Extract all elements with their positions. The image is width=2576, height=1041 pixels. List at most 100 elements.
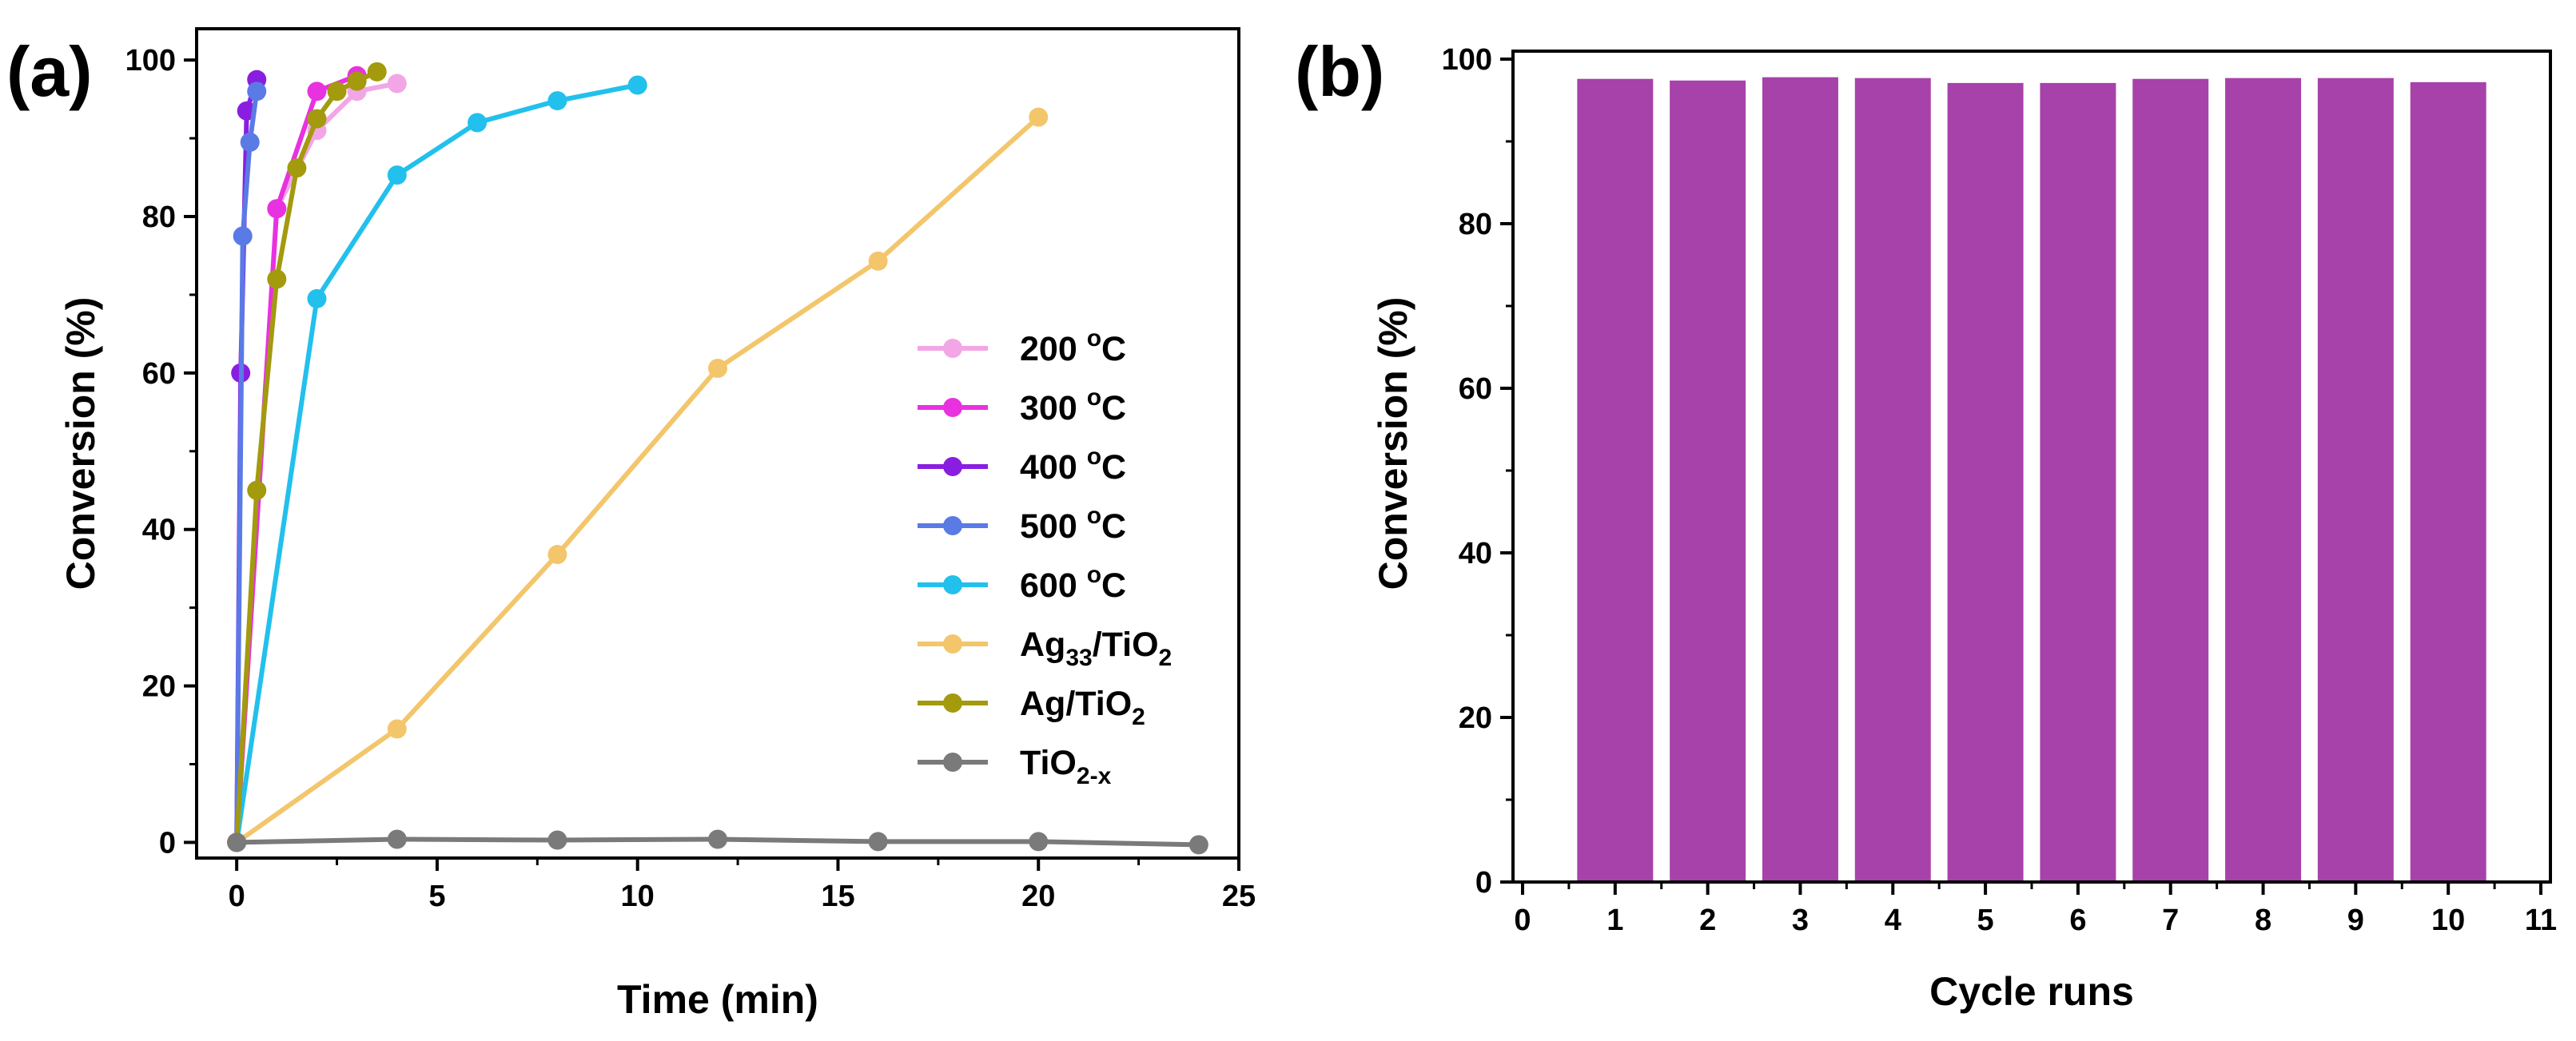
data-point (307, 81, 327, 101)
y-tick-label: 40 (142, 514, 176, 547)
data-point (367, 62, 387, 81)
data-point (267, 199, 287, 219)
panel-b-bar-chart: (b) 0 1 2 3 4 5 6 7 8 9 10 11 0 20 40 60 80 100 Cycle run… (1295, 32, 2557, 1014)
legend-swatch-marker (943, 575, 962, 594)
panel-a-x-axis-title: Time (min) (617, 977, 818, 1022)
series-line (234, 70, 378, 843)
data-point (868, 832, 888, 852)
data-point (347, 71, 367, 91)
legend-label: 300 oC (1020, 384, 1126, 427)
series-line (234, 90, 260, 843)
data-point (547, 545, 567, 565)
data-point (327, 81, 347, 101)
data-point (247, 480, 267, 500)
legend-swatch-marker (943, 339, 962, 358)
y-tick-label: 80 (142, 201, 176, 234)
x-tick-label: 10 (621, 880, 655, 913)
legend-label: 200 oC (1020, 325, 1126, 368)
panel-a-line-chart: (a) 0 5 10 15 20 25 0 20 40 60 80 100 200 oC 300 oC 4… (6, 27, 1256, 1022)
data-point (307, 288, 327, 308)
x-tick-label: 10 (2431, 904, 2465, 937)
bar-cycle-7 (2132, 78, 2209, 883)
panel-a-plot-frame (195, 27, 1240, 860)
legend-entry: Ag33/TiO2 (918, 626, 1172, 671)
x-tick-label: 11 (2525, 904, 2557, 937)
x-tick-label: 0 (1514, 904, 1531, 937)
data-point (240, 132, 260, 152)
x-tick-label: 9 (2347, 904, 2364, 937)
legend-swatch-marker (943, 457, 962, 476)
data-point (468, 113, 488, 133)
legend-swatch-marker (943, 634, 962, 654)
data-point (247, 81, 267, 101)
legend-entry: 300 oC (918, 384, 1126, 427)
panel-b-bars (1577, 77, 2486, 883)
series-line (235, 115, 1041, 844)
x-tick-label: 4 (1885, 904, 1901, 937)
data-point (387, 829, 407, 849)
y-tick-label: 100 (125, 44, 176, 77)
data-point (387, 165, 407, 185)
legend-label: 600 oC (1020, 562, 1126, 605)
series-line (234, 82, 639, 843)
panel-b-ticks: 0 1 2 3 4 5 6 7 8 9 10 11 0 20 40 60 80 100 (1442, 43, 2557, 937)
y-tick-label: 100 (1442, 43, 1492, 77)
series-3 (227, 81, 267, 852)
panel-b-label: (b) (1295, 32, 1384, 111)
data-point (868, 251, 888, 271)
panel-b-y-axis-title: Conversion (%) (1371, 297, 1415, 590)
data-point (547, 830, 567, 850)
x-tick-label: 15 (821, 880, 854, 913)
y-tick-label: 20 (1459, 701, 1492, 735)
legend-swatch-marker (943, 693, 962, 713)
x-tick-label: 7 (2162, 904, 2179, 937)
x-tick-label: 5 (428, 880, 445, 913)
legend-entry: 400 oC (918, 443, 1126, 487)
bar-cycle-2 (1670, 80, 1746, 882)
legend-entry: TiO2-x (918, 744, 1112, 789)
data-point (708, 358, 727, 378)
panel-b-x-axis-title: Cycle runs (1929, 969, 2134, 1014)
y-tick-label: 80 (1459, 208, 1492, 241)
data-point (307, 109, 327, 129)
x-tick-label: 20 (1021, 880, 1055, 913)
y-tick-label: 0 (159, 826, 176, 860)
data-point (233, 226, 253, 246)
legend-entry: 500 oC (918, 503, 1126, 546)
bar-cycle-4 (1854, 77, 1931, 882)
data-point (267, 269, 287, 289)
y-tick-label: 20 (142, 670, 176, 704)
bar-cycle-5 (1947, 82, 2024, 883)
data-point (547, 91, 567, 111)
data-point (708, 829, 727, 849)
bar-cycle-8 (2225, 77, 2302, 882)
bar-cycle-10 (2410, 81, 2486, 883)
data-point (287, 158, 307, 178)
bar-cycle-1 (1577, 78, 1654, 883)
panel-b-plot-frame (1511, 50, 2552, 884)
data-point (1029, 832, 1049, 852)
data-point (1029, 107, 1049, 127)
x-tick-label: 25 (1222, 880, 1256, 913)
y-tick-label: 40 (1459, 537, 1492, 570)
data-point (627, 75, 647, 95)
x-tick-label: 8 (2255, 904, 2271, 937)
panel-a-y-axis-title: Conversion (%) (58, 297, 103, 590)
y-tick-label: 60 (1459, 372, 1492, 406)
bar-cycle-9 (2317, 77, 2394, 882)
legend-label: Ag33/TiO2 (1020, 626, 1172, 671)
legend-label: 400 oC (1020, 443, 1126, 487)
x-tick-label: 1 (1607, 904, 1623, 937)
legend-label: TiO2-x (1020, 744, 1112, 789)
legend-entry: Ag/TiO2 (918, 685, 1145, 730)
panel-a-series (227, 62, 1208, 855)
x-tick-label: 6 (2069, 904, 2086, 937)
legend-swatch-marker (943, 753, 962, 772)
data-point (1188, 835, 1208, 855)
legend-label: 500 oC (1020, 503, 1126, 546)
panel-a-label: (a) (6, 32, 93, 111)
legend-label: Ag/TiO2 (1020, 685, 1145, 730)
x-tick-label: 5 (1977, 904, 1994, 937)
y-tick-label: 0 (1475, 866, 1492, 900)
